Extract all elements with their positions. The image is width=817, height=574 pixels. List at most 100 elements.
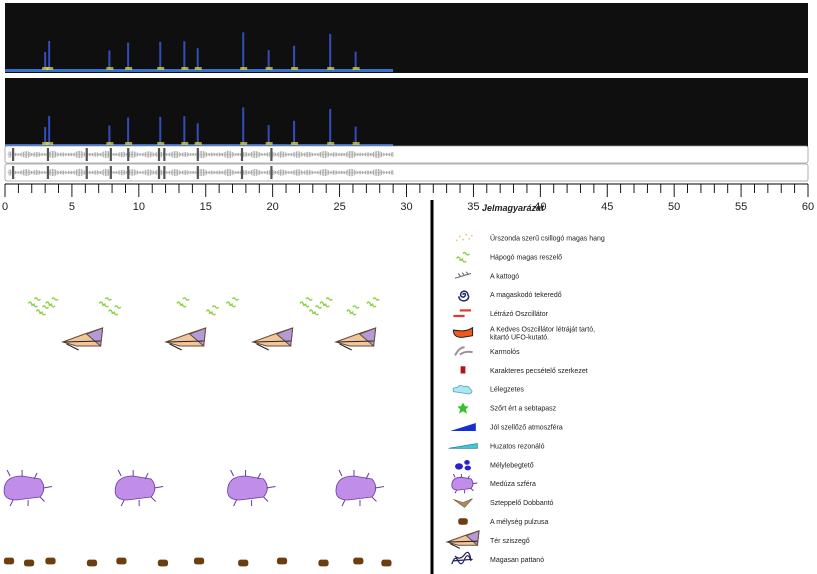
- spectrogram-burst: [159, 41, 162, 71]
- waveform-event: [127, 166, 130, 179]
- spectrogram-burst: [242, 32, 245, 71]
- legend-title: Jelmagyarázat: [482, 203, 545, 213]
- spectrogram-highlight: [46, 142, 54, 145]
- tick-label: 15: [200, 201, 212, 213]
- green-squiggle-icon: [98, 297, 112, 308]
- spectrogram-highlight: [125, 142, 133, 145]
- brown-pill: [157, 559, 169, 567]
- legend-label: Lélegzetes: [490, 387, 524, 394]
- green-squiggle-icon: [35, 305, 50, 316]
- time-ruler: 0 5 10 15 20 25 30 35 40 45 50 55 60: [2, 183, 814, 213]
- spectrogram-highlight: [42, 142, 50, 145]
- brown-pill: [3, 557, 15, 565]
- sparkle-dot: [458, 235, 461, 238]
- event-score: [3, 297, 392, 567]
- squiggle-path: [319, 297, 333, 308]
- jellyfish-icon: [335, 469, 385, 507]
- brown-pill: [45, 557, 56, 565]
- kite-strokes: [254, 340, 291, 351]
- green-squiggle-icon: [366, 297, 380, 308]
- squiggle-path: [35, 305, 50, 316]
- legend-label: A mélység pulzusa: [490, 519, 548, 526]
- legend-label: A magaskodó tekeredő: [490, 292, 562, 299]
- cyan-wedge-icon: [448, 443, 478, 449]
- rattle-path: [454, 271, 472, 279]
- scribble-icon: [451, 551, 473, 565]
- spectrogram-band: [5, 78, 808, 148]
- brown-pill-icon: [193, 557, 205, 565]
- jelly-body: [227, 475, 268, 501]
- legend: Jelmagyarázat Űrszonda szerű csillogó ma…: [445, 203, 605, 565]
- squiggle-path: [366, 297, 380, 308]
- brown-pill-icon: [23, 559, 35, 567]
- spectrogram-highlight: [157, 142, 165, 145]
- jelly-leg: [470, 488, 474, 492]
- spectrogram-burst: [196, 48, 199, 71]
- green-squiggle-icon: [205, 305, 220, 316]
- jelly-leg: [154, 486, 164, 489]
- spectrogram-burst: [44, 52, 47, 71]
- tick-label: 50: [668, 201, 680, 213]
- jelly-leg: [257, 472, 262, 480]
- spectrogram-burst: [293, 45, 296, 71]
- squiggle-path: [45, 297, 59, 308]
- spectrogram-burst: [108, 125, 111, 146]
- spectrogram-burst: [127, 42, 130, 71]
- brown-pill: [353, 557, 364, 565]
- squiggle-path: [176, 297, 190, 308]
- green-squiggle-icon: [45, 297, 59, 308]
- spectrogram-highlight: [125, 67, 133, 70]
- jelly-body: [3, 475, 45, 501]
- kite-icon: [164, 327, 207, 351]
- green-squiggle-icon: [308, 305, 323, 316]
- brown-pill-icon: [157, 559, 169, 567]
- spectrogram-highlight: [240, 142, 248, 145]
- brown-bird: [453, 498, 473, 508]
- waveform-event: [85, 148, 88, 161]
- legend-label: A kattogó: [490, 273, 519, 280]
- blue-blob: [464, 460, 470, 465]
- spectrogram-highlight: [194, 67, 202, 70]
- tick-label: 20: [267, 201, 279, 213]
- spectrogram-highlight: [240, 67, 248, 70]
- sparkle-dot: [470, 234, 473, 237]
- legend-item: Űrszonda szerű csillogó magas hang: [455, 234, 605, 243]
- spectrogram-burst: [127, 117, 130, 146]
- jellyfish-icon: [114, 469, 164, 507]
- green-squiggle-icon: [27, 297, 42, 308]
- spectrogram-burst: [48, 115, 51, 146]
- brown-pill-icon: [381, 559, 392, 567]
- orange-blob: [452, 326, 474, 338]
- blue-blobs-icon: [455, 460, 471, 471]
- legend-item: A Kedves Oszcillátor létráját tartó,kita…: [452, 326, 595, 342]
- legend-item: A mélység pulzusa: [458, 518, 548, 526]
- jelly-leg: [150, 496, 157, 502]
- brown-pill-icon: [116, 557, 127, 565]
- waveform-event: [196, 148, 199, 161]
- rattle-icon: [454, 271, 472, 279]
- waveform-event: [157, 148, 161, 161]
- spectrogram-highlight: [106, 67, 114, 70]
- blue-blob: [464, 465, 471, 471]
- spectrogram-highlight: [157, 67, 165, 70]
- legend-label: Szteppelő Dobbantó: [490, 500, 554, 507]
- tick-label: 0: [2, 201, 8, 213]
- cyan-wedge: [448, 443, 478, 449]
- legend-item: Mélylebegtető: [455, 460, 534, 471]
- jelly-leg: [467, 475, 470, 480]
- waveform-event: [196, 166, 199, 179]
- legend-item: Jól szellőző atmoszféra: [450, 423, 563, 432]
- legend-label: Tér sziszegő: [490, 538, 530, 545]
- waveform-event: [270, 166, 273, 179]
- legend-item: A magaskodó tekeredő: [458, 290, 562, 302]
- waveform-event: [240, 148, 244, 161]
- spectrogram-burst: [108, 50, 111, 71]
- legend-item: Huzatos rezonáló: [448, 443, 545, 450]
- spectrogram-burst: [48, 40, 51, 71]
- legend-label: Jól szellőző atmoszféra: [490, 425, 563, 432]
- spiral-path: [458, 290, 470, 302]
- squiggle-path: [98, 297, 112, 308]
- green-squiggle-icon: [346, 305, 360, 316]
- kite-icon: [445, 530, 480, 549]
- jelly-leg: [120, 499, 125, 507]
